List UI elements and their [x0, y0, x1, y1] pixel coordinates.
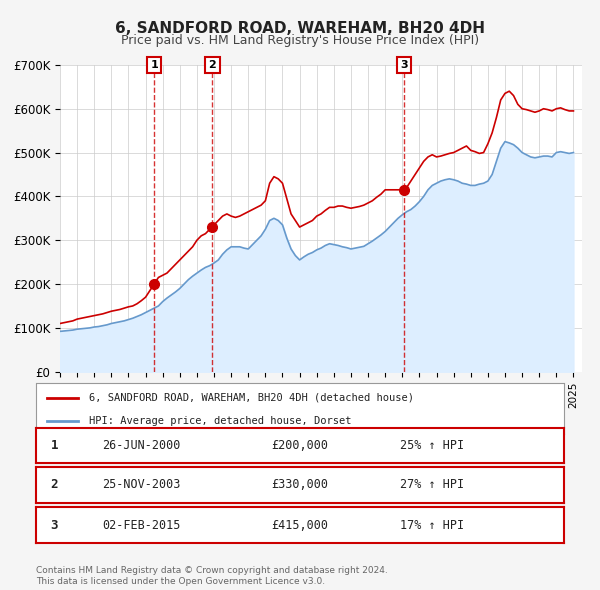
Text: 2: 2	[51, 478, 58, 491]
Text: 1: 1	[51, 439, 58, 452]
Text: HPI: Average price, detached house, Dorset: HPI: Average price, detached house, Dors…	[89, 416, 352, 426]
Text: 6, SANDFORD ROAD, WAREHAM, BH20 4DH (detached house): 6, SANDFORD ROAD, WAREHAM, BH20 4DH (det…	[89, 392, 414, 402]
Text: 3: 3	[400, 60, 408, 70]
Text: £415,000: £415,000	[271, 519, 329, 532]
Text: 17% ↑ HPI: 17% ↑ HPI	[400, 519, 464, 532]
Text: Price paid vs. HM Land Registry's House Price Index (HPI): Price paid vs. HM Land Registry's House …	[121, 34, 479, 47]
Text: 25% ↑ HPI: 25% ↑ HPI	[400, 439, 464, 452]
Text: 02-FEB-2015: 02-FEB-2015	[103, 519, 181, 532]
Text: 25-NOV-2003: 25-NOV-2003	[103, 478, 181, 491]
Text: This data is licensed under the Open Government Licence v3.0.: This data is licensed under the Open Gov…	[36, 577, 325, 586]
Text: Contains HM Land Registry data © Crown copyright and database right 2024.: Contains HM Land Registry data © Crown c…	[36, 566, 388, 575]
Text: 2: 2	[208, 60, 216, 70]
Text: 6, SANDFORD ROAD, WAREHAM, BH20 4DH: 6, SANDFORD ROAD, WAREHAM, BH20 4DH	[115, 21, 485, 35]
Text: 27% ↑ HPI: 27% ↑ HPI	[400, 478, 464, 491]
Text: £330,000: £330,000	[271, 478, 329, 491]
Text: 1: 1	[150, 60, 158, 70]
Text: 3: 3	[51, 519, 58, 532]
Text: £200,000: £200,000	[271, 439, 329, 452]
Text: 26-JUN-2000: 26-JUN-2000	[103, 439, 181, 452]
